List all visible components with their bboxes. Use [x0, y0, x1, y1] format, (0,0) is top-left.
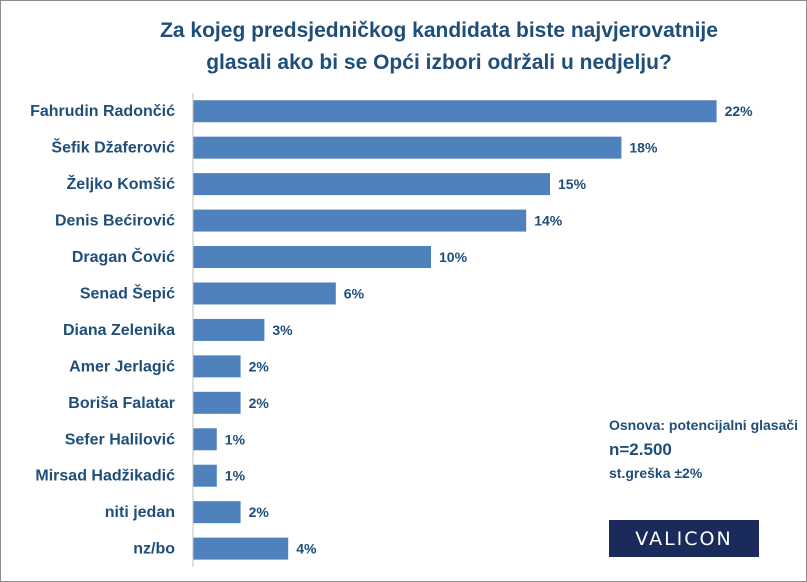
bar-dragan-covic — [193, 246, 431, 269]
category-label: Šefik Džaferović — [51, 138, 175, 157]
sample-size: n=2.500 — [609, 440, 672, 459]
category-label: Senad Šepić — [80, 283, 175, 302]
value-label: 14% — [534, 213, 563, 229]
category-label: niti jedan — [105, 504, 175, 521]
bar-diana-zelenika — [193, 318, 265, 341]
sample-note: Osnova: potencijalni glasači n=2.500 st.… — [609, 415, 799, 483]
bar-denis-becirovic — [193, 209, 527, 232]
bar-mirsad-hadzikadic — [193, 464, 217, 487]
category-label: Denis Bećirović — [55, 213, 175, 230]
value-label: 4% — [296, 541, 317, 557]
category-label: Željko Komšić — [67, 174, 176, 193]
bar-senad-sepic — [193, 282, 336, 305]
value-label: 18% — [629, 140, 658, 156]
category-label: Dragan Čović — [72, 247, 175, 266]
value-label: 10% — [439, 249, 468, 265]
value-label: 2% — [249, 504, 270, 520]
bar-nz-bo — [193, 537, 289, 560]
category-label: nz/bo — [133, 541, 175, 558]
value-label: 15% — [558, 176, 587, 192]
standard-error: st.greška ±2% — [609, 465, 703, 481]
bar-niti-jedan — [193, 501, 241, 524]
bar-fahrudin-radoncic — [193, 100, 717, 123]
chart-title: Za kojeg predsjedničkog kandidata biste … — [160, 19, 718, 74]
bar-amer-jerlagic — [193, 355, 241, 378]
value-label: 2% — [249, 358, 270, 374]
category-label: Fahrudin Radončić — [30, 103, 175, 120]
value-label: 1% — [225, 431, 246, 447]
value-label: 3% — [272, 322, 293, 338]
bar-sefer-halilovic — [193, 428, 217, 451]
category-label: Diana Zelenika — [63, 322, 175, 339]
sample-base: Osnova: potencijalni glasači — [609, 417, 799, 433]
bar-sefik-dzaferovic — [193, 136, 622, 159]
bar-zeljko-komsic — [193, 173, 550, 196]
category-label: Sefer Halilović — [65, 431, 175, 448]
valicon-logo: VALICON — [609, 520, 759, 557]
value-label: 1% — [225, 468, 246, 484]
category-label: Boriša Falatar — [68, 395, 175, 412]
value-label: 22% — [725, 103, 754, 119]
category-label: Amer Jerlagić — [69, 358, 175, 375]
value-label: 2% — [249, 395, 270, 411]
bar-borisa-falatar — [193, 391, 241, 414]
category-label: Mirsad Hadžikadić — [35, 468, 175, 485]
value-label: 6% — [344, 285, 365, 301]
